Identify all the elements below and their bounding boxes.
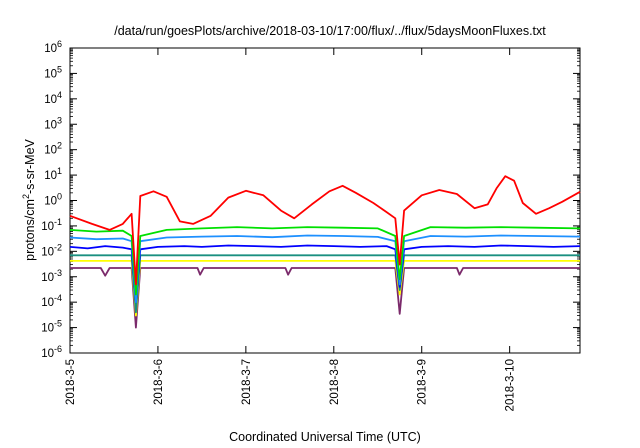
x-tick-label: 2018-3-7	[241, 359, 253, 405]
y-tick-exp: 0	[57, 192, 62, 202]
y-axis-label: protons/cm2-s-sr-MeV	[21, 138, 37, 260]
y-tick-label: 10-3	[41, 268, 62, 284]
y-tick-base: 10	[44, 43, 57, 55]
y-tick-base: 10	[41, 246, 54, 258]
y-axis: 10-610-510-410-310-210-11001011021031041…	[41, 39, 580, 360]
series-line-4	[69, 244, 581, 304]
y-tick-exp: -4	[54, 293, 62, 303]
y-tick-base: 10	[44, 68, 57, 80]
series-line-6	[69, 226, 581, 296]
y-tick-label: 104	[44, 90, 62, 106]
series-line-7	[69, 175, 581, 286]
y-tick-base: 10	[44, 170, 57, 182]
y-tick-base: 10	[41, 272, 54, 284]
chart-title: /data/run/goesPlots/archive/2018-03-10/1…	[114, 24, 546, 38]
y-tick-label: 10-6	[41, 344, 62, 360]
y-tick-label: 10-1	[41, 217, 62, 233]
y-tick-exp: -1	[54, 217, 62, 227]
y-tick-exp: 2	[57, 141, 62, 151]
y-tick-base: 10	[44, 94, 57, 106]
y-tick-exp: 5	[57, 64, 62, 74]
y-tick-label: 102	[44, 141, 62, 157]
y-tick-base: 10	[44, 196, 57, 208]
x-tick-label: 2018-3-10	[505, 359, 517, 411]
y-tick-base: 10	[44, 119, 57, 131]
y-tick-exp: -3	[54, 268, 62, 278]
y-tick-exp: 4	[57, 90, 62, 100]
series-line-2	[70, 260, 580, 317]
x-tick-label: 2018-3-5	[65, 359, 77, 405]
y-tick-label: 10-2	[41, 242, 62, 258]
y-tick-exp: -6	[54, 344, 62, 354]
x-tick-label: 2018-3-9	[417, 359, 429, 405]
y-axis-label-suffix: -s-sr-MeV	[23, 138, 37, 194]
y-tick-exp: -2	[54, 242, 62, 252]
y-axis-label-prefix: protons/cm	[23, 199, 37, 261]
series-group	[69, 175, 581, 329]
y-tick-base: 10	[41, 323, 54, 335]
x-tick-label: 2018-3-8	[329, 359, 341, 405]
y-tick-label: 103	[44, 115, 62, 131]
series-line-3	[70, 254, 580, 314]
y-tick-label: 10-4	[41, 293, 62, 309]
y-tick-exp: 3	[57, 115, 62, 125]
y-tick-exp: 1	[57, 166, 62, 176]
y-tick-label: 101	[44, 166, 62, 182]
y-tick-exp: 6	[57, 39, 62, 49]
y-tick-base: 10	[41, 297, 54, 309]
x-tick-label: 2018-3-6	[153, 359, 165, 405]
y-tick-label: 10-5	[41, 319, 62, 335]
plot-frame	[69, 47, 581, 354]
series-line-1	[70, 267, 580, 329]
y-tick-exp: -5	[54, 319, 62, 329]
y-tick-base: 10	[44, 145, 57, 157]
y-axis-label-sup: 2	[21, 194, 31, 199]
x-axis-label: Coordinated Universal Time (UTC)	[229, 430, 421, 444]
x-axis: 2018-3-5 2018-3-6 2018-3-7 2018-3-8 2018-3-9…	[65, 48, 517, 411]
y-tick-label: 105	[44, 64, 62, 80]
y-tick-label: 106	[44, 39, 62, 55]
y-tick-label: 100	[44, 192, 62, 208]
y-tick-base: 10	[41, 348, 54, 360]
y-tick-base: 10	[41, 221, 54, 233]
